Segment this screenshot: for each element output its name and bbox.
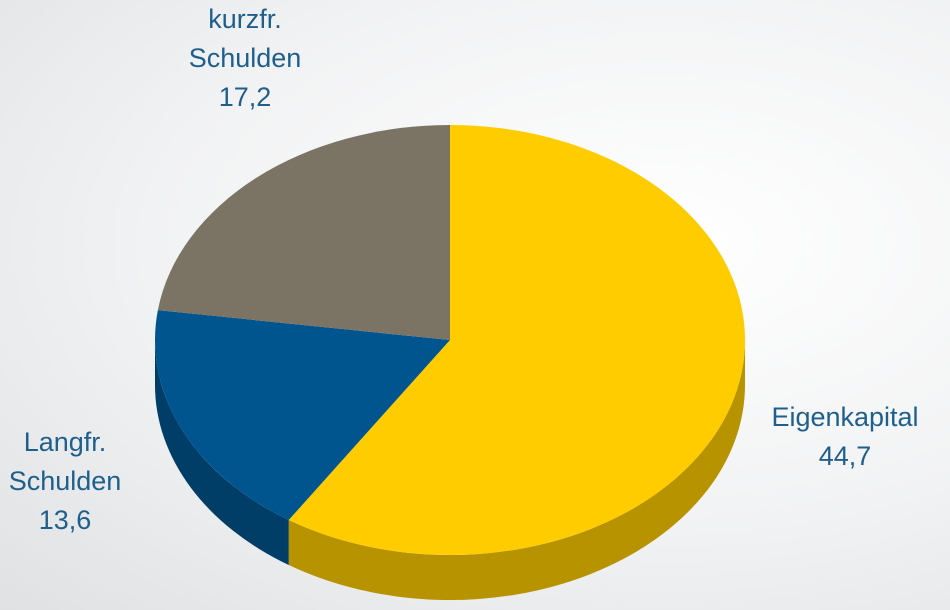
data-label: Eigenkapital 44,7	[750, 398, 940, 476]
category-label: Langfr. Schulden	[8, 427, 122, 496]
value-label: 13,6	[38, 505, 92, 535]
value-label: 44,7	[818, 441, 872, 471]
pie-slice	[157, 125, 450, 340]
data-label: kurzfr. Schulden 17,2	[180, 0, 310, 117]
data-label: Langfr. Schulden 13,6	[0, 423, 130, 540]
pie-slice	[288, 125, 746, 556]
pie-side	[288, 340, 745, 600]
value-label: 17,2	[218, 82, 272, 112]
category-label: Eigenkapital	[771, 402, 919, 432]
category-label: kurzfr. Schulden	[188, 4, 302, 73]
pie-side	[155, 340, 289, 566]
pie-slice	[154, 310, 450, 521]
